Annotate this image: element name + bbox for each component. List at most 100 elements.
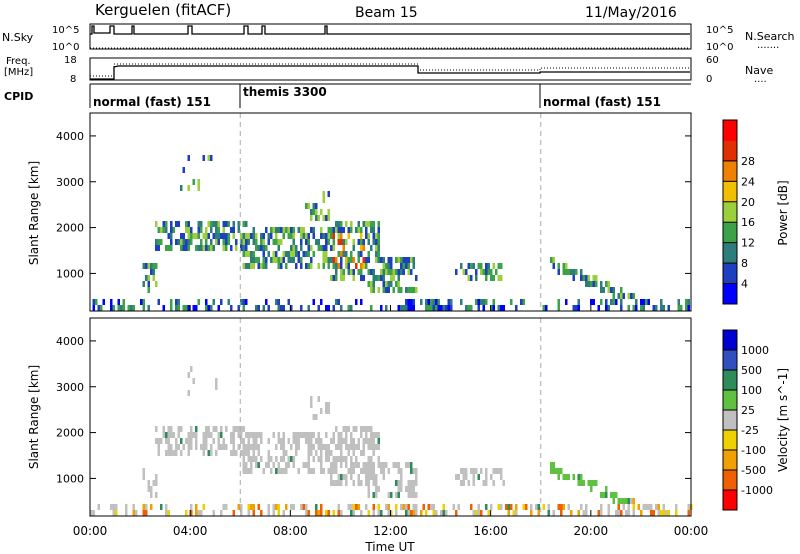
power-echo-cell [447, 299, 450, 305]
vel-echo-cell [295, 444, 298, 450]
vel-echo-cell [657, 510, 660, 516]
power-echo-cell [247, 233, 250, 239]
power-echo-cell [177, 221, 180, 227]
vel-echo-cell [440, 510, 443, 516]
vel-echo-cell [355, 444, 358, 450]
vel-echo-cell [167, 444, 170, 450]
power-echo-cell [490, 269, 493, 275]
power-echo-cell [405, 305, 408, 311]
vel-echo-cell [315, 510, 318, 516]
power-echo-cell [375, 251, 378, 257]
power-echo-cell [315, 203, 318, 209]
power-echo-cell [332, 263, 335, 269]
vel-echo-cell [240, 432, 243, 438]
vel-echo-cell [195, 510, 198, 516]
power-echo-cell [652, 305, 655, 311]
vel-echo-cell [335, 462, 338, 468]
power-echo-cell [605, 299, 608, 305]
vel-echo-cell [557, 474, 560, 480]
vel-echo-cell [410, 510, 413, 516]
vel-cbar-tick-label: 500 [741, 364, 762, 377]
beam-title: Beam 15 [355, 5, 418, 21]
power-echo-cell [292, 257, 295, 263]
power-echo-cell [372, 221, 375, 227]
vel-echo-cell [462, 468, 465, 474]
vel-echo-cell [115, 510, 118, 516]
nave-tick-bottom: 0 [706, 74, 712, 85]
vel-echo-cell [510, 504, 513, 510]
vel-echo-cell [367, 462, 370, 468]
power-echo-cell [275, 299, 278, 305]
power-echo-cell [387, 281, 390, 287]
power-echo-cell [640, 299, 643, 305]
vel-echo-cell [502, 480, 505, 486]
power-echo-cell [360, 233, 363, 239]
vel-echo-cell [260, 510, 263, 516]
power-echo-cell [210, 239, 213, 245]
vel-echo-cell [350, 432, 353, 438]
power-echo-cell [375, 245, 378, 251]
vel-echo-cell [605, 486, 608, 492]
power-echo-cell [262, 257, 265, 263]
vel-echo-cell [182, 444, 185, 450]
vel-echo-cell [667, 510, 670, 516]
power-echo-cell [430, 299, 433, 305]
power-echo-cell [272, 257, 275, 263]
power-echo-cell [207, 233, 210, 239]
power-echo-cell [185, 239, 188, 245]
power-echo-cell [350, 221, 353, 227]
power-echo-cell [477, 263, 480, 269]
power-echo-cell [162, 221, 165, 227]
power-echo-cell [550, 257, 553, 263]
power-echo-cell [347, 263, 350, 269]
power-echo-cell [237, 221, 240, 227]
time-tick-label: 00:00 [73, 524, 108, 538]
vel-echo-cell [337, 510, 340, 516]
vel-echo-cell [220, 444, 223, 450]
power-echo-cell [577, 299, 580, 305]
vel-echo-cell [475, 468, 478, 474]
vel-echo-cell [307, 432, 310, 438]
time-tick-label: 04:00 [173, 524, 208, 538]
vel-echo-cell [305, 462, 308, 468]
power-echo-cell [267, 251, 270, 257]
power-echo-cell [352, 239, 355, 245]
power-echo-cell [307, 263, 310, 269]
vel-echo-cell [617, 504, 620, 510]
vel-echo-cell [530, 510, 533, 516]
vel-cbar-tick-label: -500 [741, 464, 766, 477]
vel-echo-cell [132, 504, 135, 510]
power-echo-cell [385, 263, 388, 269]
power-echo-cell [287, 227, 290, 233]
power-echo-cell [320, 233, 323, 239]
vel-echo-cell [367, 510, 370, 516]
vel-echo-cell [142, 504, 145, 510]
power-echo-cell [242, 305, 245, 311]
vel-echo-cell [337, 480, 340, 486]
vel-echo-cell [345, 438, 348, 444]
power-echo-cell [92, 299, 95, 305]
power-echo-cell [480, 263, 483, 269]
power-echo-cell [165, 245, 168, 251]
vel-echo-cell [645, 504, 648, 510]
power-echo-cell [397, 269, 400, 275]
vel-echo-cell [612, 498, 615, 504]
vel-echo-cell [560, 468, 563, 474]
vel-echo-cell [325, 402, 328, 408]
vel-echo-cell [585, 510, 588, 516]
vel-echo-cell [457, 474, 460, 480]
vel-echo-cell [327, 456, 330, 462]
vel-echo-cell [350, 456, 353, 462]
power-echo-cell [565, 263, 568, 269]
vel-echo-cell [275, 444, 278, 450]
vel-echo-cell [320, 438, 323, 444]
vel-echo-cell [337, 444, 340, 450]
vel-echo-cell [387, 468, 390, 474]
vel-echo-cell [205, 432, 208, 438]
vel-echo-cell [255, 432, 258, 438]
vel-echo-cell [210, 432, 213, 438]
vel-echo-cell [280, 438, 283, 444]
power-echo-cell [327, 191, 330, 197]
power-echo-cell [305, 203, 308, 209]
power-echo-cell [397, 287, 400, 293]
